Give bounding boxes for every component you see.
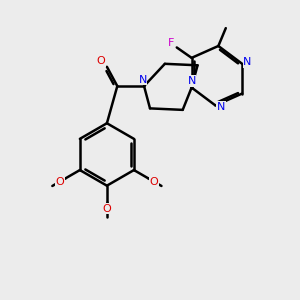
- Text: O: O: [103, 204, 111, 214]
- Text: O: O: [149, 176, 158, 187]
- Text: N: N: [243, 57, 252, 67]
- Text: O: O: [56, 176, 64, 187]
- Text: O: O: [97, 56, 105, 66]
- Text: N: N: [217, 102, 225, 112]
- Text: N: N: [138, 75, 147, 85]
- Text: F: F: [168, 38, 175, 48]
- Text: N: N: [188, 76, 196, 86]
